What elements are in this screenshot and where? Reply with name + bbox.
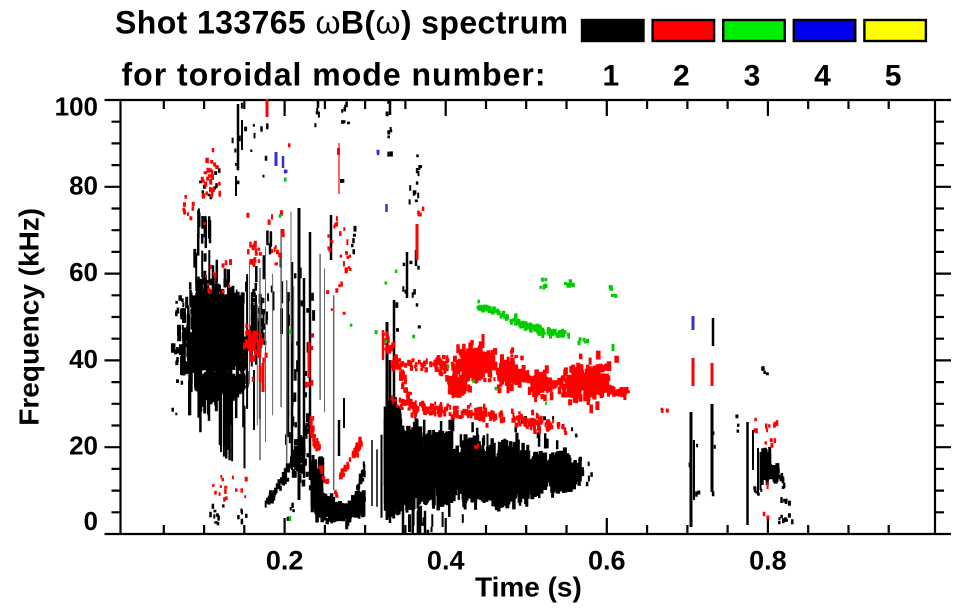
svg-text:3: 3 [744, 60, 761, 93]
svg-text:2: 2 [673, 60, 690, 93]
svg-text:Time (s): Time (s) [475, 572, 582, 603]
svg-text:60: 60 [69, 257, 98, 287]
svg-text:0.4: 0.4 [427, 546, 465, 576]
svg-text:0.2: 0.2 [266, 546, 304, 576]
svg-text:20: 20 [69, 431, 98, 461]
svg-text:5: 5 [885, 60, 902, 93]
svg-text:1: 1 [602, 60, 619, 93]
svg-text:100: 100 [55, 92, 98, 122]
svg-text:4: 4 [814, 60, 831, 93]
svg-text:0.8: 0.8 [749, 546, 787, 576]
svg-text:80: 80 [69, 170, 98, 200]
svg-text:for toroidal mode number:: for toroidal mode number: [122, 57, 547, 93]
svg-text:40: 40 [69, 344, 98, 374]
svg-text:0.6: 0.6 [588, 546, 626, 576]
svg-text:Frequency (kHz): Frequency (kHz) [14, 208, 45, 426]
svg-text:Shot 133765 ωB(ω) spectrum: Shot 133765 ωB(ω) spectrum [115, 5, 568, 41]
svg-text:0: 0 [84, 506, 98, 536]
